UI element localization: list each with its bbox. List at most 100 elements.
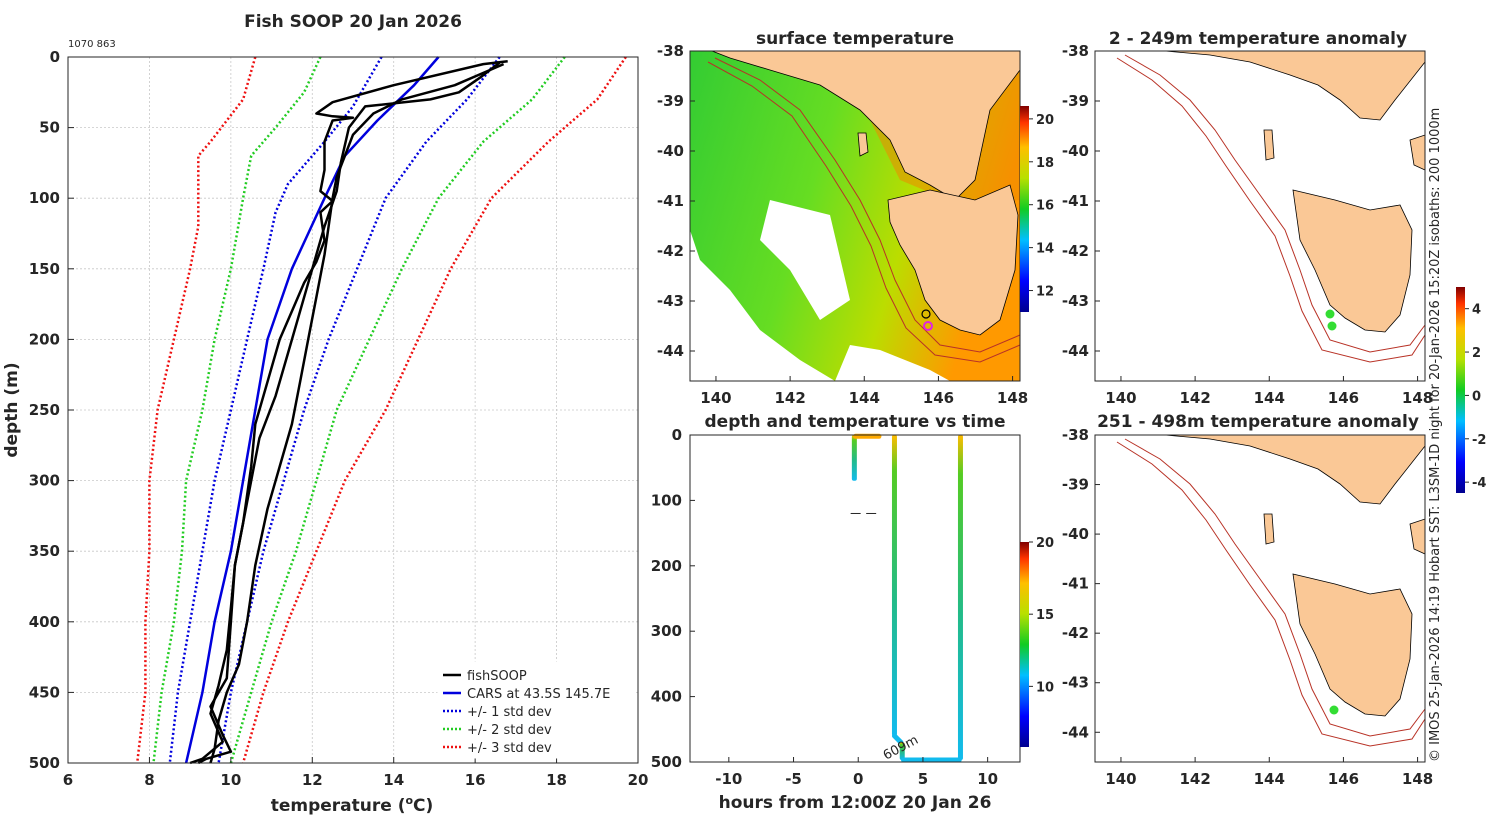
anom2-y-tick-label: -39 (1062, 476, 1089, 494)
sst-isobath-1000 (707, 61, 1021, 363)
profile-y-tick-label: 500 (29, 754, 60, 772)
profile-y-tick-label: 150 (29, 260, 60, 278)
time-y-tick-label: 100 (651, 491, 682, 509)
sst-colorbar-tick-label: 12 (1036, 285, 1054, 300)
anom1-y-tick-label: -44 (1062, 342, 1089, 360)
profile-x-tick-label: 14 (383, 771, 404, 789)
legend-fishsoop: fishSOOP (467, 669, 527, 684)
legend-std2: +/- 2 std dev (467, 723, 552, 738)
anom1-y-tick-label: -38 (1062, 42, 1089, 60)
profile-series-std3-5 (135, 56, 257, 764)
anom2-y-tick-label: -40 (1062, 525, 1089, 543)
profile-y-tick-label: 0 (50, 48, 60, 66)
anom-colorbar-tick-label: 2 (1472, 346, 1481, 361)
time-y-tick-label: 400 (651, 688, 682, 706)
anom-map-1: 2 - 249m temperature anomaly -38 -39 -40 -4… (1062, 29, 1433, 407)
anom1-x-tick-label: 144 (1254, 389, 1285, 407)
time-track-2-seg (899, 742, 905, 761)
anom1-y-tick-label: -42 (1062, 242, 1089, 260)
side-caption: © IMOS 25-Jan-2026 14:19 Hobart SST: L3S… (1428, 108, 1443, 762)
sst-x-tick-label: 140 (700, 389, 731, 407)
sst-y-ticks: -38 -39 -40 -41 -42 -43 -44 (657, 42, 695, 360)
sst-x-tick-label: 144 (849, 389, 880, 407)
sst-land-tasmania (887, 184, 1019, 336)
profile-series-std1-1 (168, 56, 383, 764)
anom1-isobath-1000 (1116, 57, 1426, 363)
sst-y-tick-label: -43 (657, 292, 684, 310)
sst-colorbar-tick-label: 14 (1036, 242, 1054, 257)
profile-series (135, 56, 627, 765)
profile-grid (67, 56, 639, 764)
profile-x-tick-label: 20 (628, 771, 649, 789)
profile-series-fish-8 (209, 62, 505, 764)
profile-series-cars-0 (184, 56, 440, 764)
profile-y-tick-label: 300 (29, 472, 60, 490)
anom2-y-tick-label: -43 (1062, 674, 1089, 692)
profile-chart: Fish SOOP 20 Jan 2026 1070 863 6 8 10 12 14 1… (2, 12, 648, 816)
sst-x-tick-label: 146 (923, 389, 954, 407)
sst-map: surface temperature -38 -39 -40 -41 -42 -43 -4… (657, 29, 1054, 407)
sst-y-tick-label: -44 (657, 342, 684, 360)
anom-colorbar-tick-label: -4 (1472, 476, 1486, 491)
sst-x-tick-label: 148 (997, 389, 1028, 407)
anom2-isobath-200 (1124, 438, 1426, 737)
profile-y-tick-label: 400 (29, 613, 60, 631)
profile-y-tick-label: 200 (29, 330, 60, 348)
anom2-land-king-island (1263, 513, 1275, 545)
time-y-tick-label: 0 (672, 426, 682, 444)
anom1-y-ticks: -38 -39 -40 -41 -42 -43 -44 (1062, 42, 1100, 360)
profile-x-tick-label: 10 (220, 771, 241, 789)
profile-y-ticks: 0 50 100 150 200 250 300 350 400 450 500 (29, 48, 74, 772)
anom2-x-ticks: 140 142 144 146 148 (1105, 757, 1433, 788)
anom-map-2-body (1095, 434, 1426, 762)
time-chart: depth and temperature vs time -10 -5 0 5 10 … (651, 412, 1054, 813)
time-y-tick-label: 300 (651, 622, 682, 640)
anom1-land-tasmania (1292, 189, 1413, 333)
anom-map-2-title: 251 - 498m temperature anomaly (1097, 412, 1419, 432)
profile-x-ticks: 6 8 10 12 14 16 18 20 (63, 757, 649, 789)
sst-land-king-island (857, 132, 869, 157)
profile-x-tick-label: 18 (546, 771, 567, 789)
time-track-2-seg (891, 435, 897, 736)
anom2-cast-marker (1329, 705, 1339, 715)
sst-map-body (690, 50, 1021, 381)
time-x-tick-label: 5 (918, 770, 928, 788)
sst-y-tick-label: -42 (657, 242, 684, 260)
time-x-tick-label: -10 (715, 770, 742, 788)
anom1-x-tick-label: 140 (1105, 389, 1136, 407)
time-colorbar-tick-label: 10 (1036, 680, 1054, 695)
profile-y-tick-label: 50 (39, 119, 60, 137)
time-track-0-seg (851, 435, 857, 481)
anom1-y-tick-label: -39 (1062, 92, 1089, 110)
sst-colorbar-ticks: 20 18 16 14 12 (1029, 113, 1054, 300)
anom2-x-tick-label: 148 (1402, 770, 1433, 788)
anom1-isobath-200 (1124, 54, 1426, 353)
time-y-ticks: 0 100 200 300 400 500 (651, 426, 695, 771)
sst-x-ticks: 140 142 144 146 148 (700, 376, 1028, 407)
anom1-x-ticks: 140 142 144 146 148 (1105, 376, 1433, 407)
time-x-tick-label: 10 (977, 770, 998, 788)
anom2-y-ticks: -38 -39 -40 -41 -42 -43 -44 (1062, 426, 1100, 741)
sst-cast-marker-1 (921, 309, 931, 319)
anom1-y-tick-label: -41 (1062, 192, 1089, 210)
time-colorbar-tick-label: 20 (1036, 536, 1054, 551)
profile-xlabel: temperature (oC) (271, 794, 434, 816)
anom-colorbar-ticks: 4 2 0 -2 -4 (1465, 303, 1486, 491)
profile-x-tick-label: 8 (144, 771, 154, 789)
anom1-y-tick-label: -43 (1062, 292, 1089, 310)
anom2-y-tick-label: -44 (1062, 723, 1089, 741)
anom2-y-tick-label: -38 (1062, 426, 1089, 444)
sst-cloud-gap (760, 200, 850, 320)
anom-map-1-title: 2 - 249m temperature anomaly (1109, 29, 1407, 49)
anom1-x-tick-label: 142 (1179, 389, 1210, 407)
profile-x-tick-label: 12 (302, 771, 323, 789)
profile-legend: fishSOOP CARS at 43.5S 145.7E +/- 1 std … (437, 661, 635, 759)
anom-colorbar-tick-label: 4 (1472, 303, 1481, 318)
time-chart-title: depth and temperature vs time (705, 412, 1006, 432)
legend-std1: +/- 1 std dev (467, 705, 552, 720)
sst-colorbar-tick-label: 20 (1036, 113, 1054, 128)
profile-y-tick-label: 250 (29, 401, 60, 419)
legend-cars: CARS at 43.5S 145.7E (467, 687, 610, 702)
time-xlabel: hours from 12:00Z 20 Jan 26 (719, 793, 992, 813)
profile-x-tick-label: 6 (63, 771, 73, 789)
